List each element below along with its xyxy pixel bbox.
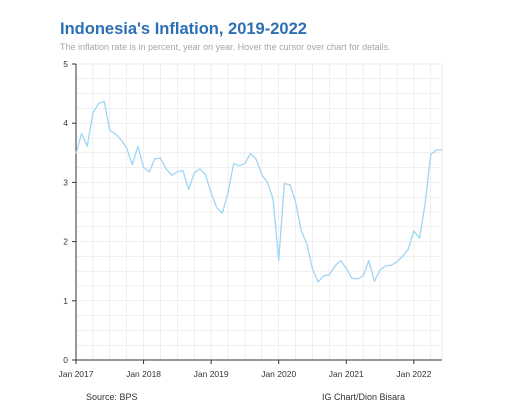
x-tick-label: Jan 2021	[329, 369, 364, 379]
data-point[interactable]	[248, 151, 253, 156]
data-point[interactable]	[124, 146, 129, 151]
chart-subtitle: The inflation rate is in percent, year o…	[60, 42, 391, 52]
x-tick-label: Jan 2022	[396, 369, 431, 379]
data-point[interactable]	[164, 166, 169, 171]
data-point[interactable]	[316, 279, 321, 284]
chart-grid	[76, 63, 443, 360]
data-point[interactable]	[372, 279, 377, 284]
data-point[interactable]	[366, 258, 371, 263]
data-point[interactable]	[147, 169, 152, 174]
data-point[interactable]	[197, 166, 202, 171]
data-point[interactable]	[96, 101, 101, 106]
data-point[interactable]	[180, 168, 185, 173]
data-point[interactable]	[259, 172, 264, 177]
data-point[interactable]	[79, 131, 84, 136]
y-tick-label: 2	[63, 237, 68, 247]
y-tick-label: 1	[63, 296, 68, 306]
data-point[interactable]	[226, 190, 231, 195]
data-point[interactable]	[321, 273, 326, 278]
data-point[interactable]	[186, 187, 191, 192]
data-point[interactable]	[411, 228, 416, 233]
data-point[interactable]	[383, 263, 388, 268]
data-point[interactable]	[378, 268, 383, 273]
data-point[interactable]	[361, 273, 366, 278]
data-point[interactable]	[74, 151, 79, 156]
x-axis-ticks: Jan 2017 Jan 2018 Jan 2019 Jan 2020 Jan 2021…	[59, 360, 432, 379]
data-point[interactable]	[310, 266, 315, 271]
data-point[interactable]	[440, 147, 445, 152]
x-tick-label: Jan 2017	[59, 369, 94, 379]
data-point[interactable]	[107, 128, 112, 133]
y-tick-label: 4	[63, 118, 68, 128]
data-point[interactable]	[344, 266, 349, 271]
data-point[interactable]	[287, 182, 292, 187]
data-point[interactable]	[113, 131, 118, 136]
data-point[interactable]	[152, 156, 157, 161]
data-point[interactable]	[265, 180, 270, 185]
x-tick-label: Jan 2018	[126, 369, 161, 379]
data-point[interactable]	[254, 157, 259, 162]
data-point[interactable]	[169, 173, 174, 178]
data-point[interactable]	[119, 137, 124, 142]
data-point[interactable]	[175, 169, 180, 174]
credit-label: IG Chart/Dion Bisara	[322, 392, 406, 402]
chart-axes	[75, 64, 442, 361]
data-point[interactable]	[90, 111, 95, 116]
data-point[interactable]	[242, 161, 247, 166]
data-point[interactable]	[333, 263, 338, 268]
series-line[interactable]	[75, 100, 442, 283]
data-point[interactable]	[231, 161, 236, 166]
data-point[interactable]	[327, 272, 332, 277]
data-point[interactable]	[141, 165, 146, 170]
chart-title: Indonesia's Inflation, 2019-2022	[60, 20, 307, 38]
data-point[interactable]	[192, 170, 197, 175]
data-point[interactable]	[423, 201, 428, 206]
y-tick-label: 0	[63, 355, 68, 365]
data-point[interactable]	[355, 276, 360, 281]
data-point[interactable]	[85, 144, 90, 149]
y-tick-label: 3	[63, 177, 68, 187]
data-point[interactable]	[158, 156, 163, 161]
x-tick-label: Jan 2020	[261, 369, 296, 379]
data-point[interactable]	[220, 211, 225, 216]
data-point[interactable]	[338, 258, 343, 263]
source-label: Source: BPS	[86, 392, 138, 402]
x-tick-label: Jan 2019	[194, 369, 229, 379]
data-point[interactable]	[349, 276, 354, 281]
data-point[interactable]	[276, 258, 281, 263]
data-point[interactable]	[428, 152, 433, 157]
data-point[interactable]	[400, 254, 405, 259]
data-point[interactable]	[135, 144, 140, 149]
data-point[interactable]	[389, 263, 394, 268]
data-point[interactable]	[214, 205, 219, 210]
y-axis-ticks: 0 1 2 3 4 5	[63, 59, 76, 365]
data-point[interactable]	[102, 99, 107, 104]
data-point[interactable]	[237, 163, 242, 168]
data-point[interactable]	[417, 236, 422, 241]
data-point[interactable]	[394, 259, 399, 264]
data-point[interactable]	[434, 147, 439, 152]
data-point[interactable]	[304, 241, 309, 246]
data-point[interactable]	[209, 191, 214, 196]
data-point[interactable]	[203, 172, 208, 177]
data-point[interactable]	[271, 196, 276, 201]
data-point[interactable]	[130, 162, 135, 167]
data-point[interactable]	[406, 247, 411, 252]
data-point[interactable]	[282, 181, 287, 186]
data-point[interactable]	[299, 228, 304, 233]
y-tick-label: 5	[63, 59, 68, 69]
data-point[interactable]	[293, 199, 298, 204]
